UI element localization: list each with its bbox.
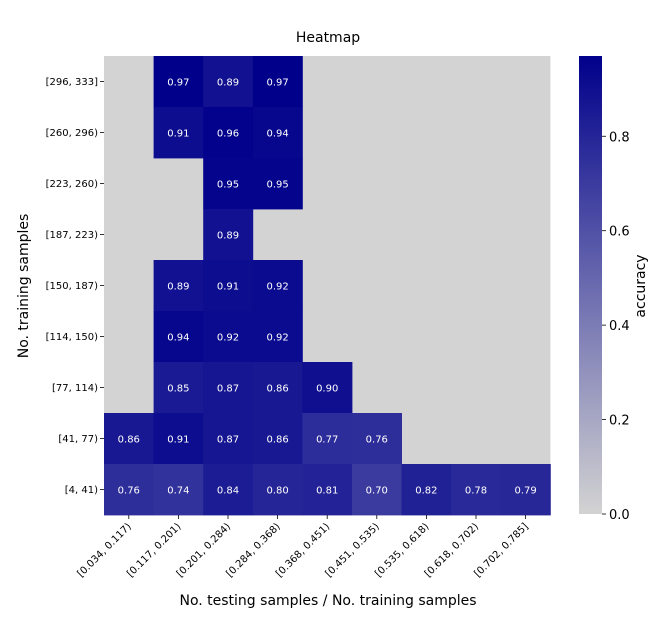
cell-value-label: 0.95 [217,180,239,191]
heatmap-cell [153,464,204,516]
heatmap-cell [302,413,353,465]
cell-value-label: 0.89 [167,282,189,293]
x-tick-labels: [0.034, 0.117)[0.117, 0.201)[0.201, 0.28… [76,515,531,580]
heatmap-cell [203,158,254,210]
cell-value-label: 0.85 [167,384,189,395]
heatmap-cell [352,413,402,465]
heatmap-cell [451,464,502,516]
cell-value-label: 0.92 [266,282,288,293]
cell-value-label: 0.91 [217,282,239,293]
heatmap-cell [401,464,452,516]
colorbar-tick-label: 0.6 [609,225,630,240]
y-tick-label: [41, 77) [58,434,98,445]
cell-value-label: 0.86 [266,384,288,395]
heatmap-cell [153,311,204,363]
heatmap-cell [352,464,402,516]
heatmap-cell [104,464,154,516]
y-tick-labels: [296, 333] [260, 296) [223, 260) [187, 223)… [46,77,104,496]
heatmap-cell [500,464,551,516]
cell-value-label: 0.97 [266,78,288,89]
cell-value-label: 0.94 [266,129,288,140]
cell-value-label: 0.78 [465,486,487,497]
x-axis-label: No. testing samples / No. training sampl… [179,593,476,609]
heatmap-cell [203,209,254,261]
y-axis-label: No. training samples [16,214,32,359]
heatmap-cell [252,311,303,363]
cell-value-label: 0.95 [266,180,288,191]
cell-value-label: 0.89 [217,231,239,242]
colorbar [579,56,602,514]
heatmap-cell [252,260,303,312]
cell-value-label: 0.91 [167,129,189,140]
y-tick-label: [114, 150) [46,332,98,343]
heatmap-cell [153,56,204,108]
cell-value-label: 0.92 [217,333,239,344]
cell-value-label: 0.76 [118,486,140,497]
heatmap-cell [203,362,254,414]
y-tick-label: [77, 114) [52,383,98,394]
cell-value-label: 0.90 [316,384,338,395]
y-tick-label: [223, 260) [46,179,98,190]
heatmap-cell [252,413,303,465]
cell-value-label: 0.81 [316,486,338,497]
heatmap-cell [153,260,204,312]
colorbar-ticks: 0.0 0.2 0.4 0.6 0.8 [602,130,630,523]
colorbar-tick-label: 0.4 [609,319,630,334]
heatmap-cell [203,107,254,159]
colorbar-tick-label: 0.0 [609,508,630,523]
heatmap-cell [203,311,254,363]
cell-value-label: 0.86 [118,435,140,446]
cell-value-label: 0.84 [217,486,239,497]
cell-value-label: 0.91 [167,435,189,446]
heatmap-cell [302,464,353,516]
cell-value-label: 0.80 [266,486,288,497]
cell-value-label: 0.89 [217,78,239,89]
cell-value-label: 0.74 [167,486,189,497]
heatmap-grid: 0.97 0.89 0.97 0.91 0.96 0.94 0.95 0.95 0.89 0.89… [104,56,551,516]
cell-value-label: 0.97 [167,78,189,89]
x-tick-label: [0.702, 0.785] [472,521,530,579]
heatmap-cell [153,362,204,414]
heatmap-cell [153,413,204,465]
colorbar-tick-label: 0.8 [609,130,630,145]
cell-value-label: 0.87 [217,435,239,446]
heatmap-cell [302,362,353,414]
cell-value-label: 0.92 [266,333,288,344]
heatmap-cell [252,362,303,414]
y-tick-label: [4, 41) [65,485,98,496]
heatmap-cell [153,107,204,159]
cell-value-label: 0.79 [514,486,536,497]
heatmap-cell [252,464,303,516]
heatmap-cell [252,107,303,159]
chart-title: Heatmap [296,30,360,46]
colorbar-label: accuracy [633,254,649,317]
cell-value-label: 0.96 [217,129,239,140]
cell-value-label: 0.76 [366,435,388,446]
heatmap-cell [203,56,254,108]
cell-value-label: 0.70 [366,486,388,497]
y-tick-label: [260, 296) [46,128,98,139]
y-tick-label: [187, 223) [46,230,98,241]
colorbar-tick-label: 0.2 [609,414,630,429]
heatmap-cell [203,464,254,516]
heatmap-cell [203,260,254,312]
cell-value-label: 0.86 [266,435,288,446]
heatmap-cell [252,56,303,108]
cell-value-label: 0.82 [415,486,437,497]
y-tick-label: [150, 187) [46,281,98,292]
heatmap-cell [203,413,254,465]
cell-value-label: 0.94 [167,333,189,344]
cell-value-label: 0.87 [217,384,239,395]
y-tick-label: [296, 333] [46,77,98,88]
heatmap-cell [104,413,154,465]
cell-value-label: 0.77 [316,435,338,446]
heatmap-cell [252,158,303,210]
